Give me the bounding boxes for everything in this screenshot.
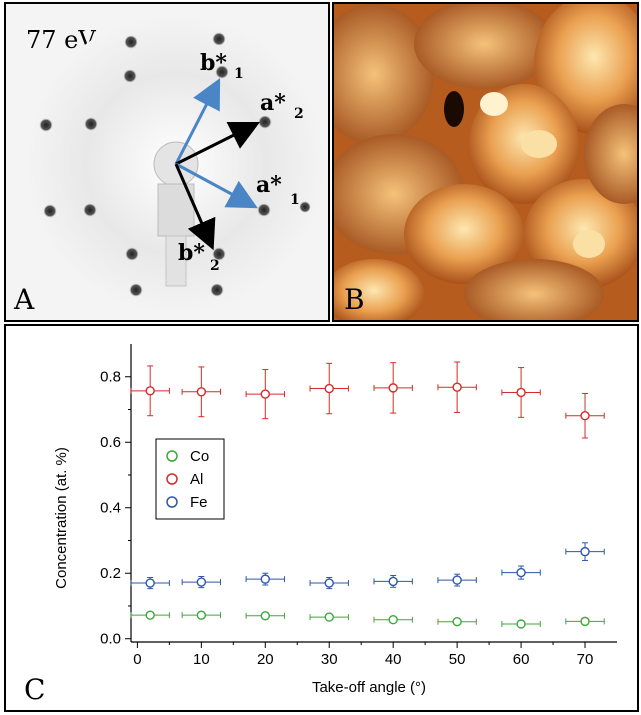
concentration-chart-panel: 0 10 20 30 40 50 60 70 0.0 0.2 0.4 0.6 0.8 Concentra… — [4, 324, 639, 712]
b1-vector-arrow — [174, 77, 221, 165]
data-point — [196, 387, 207, 397]
diffraction-spots — [39, 32, 311, 297]
series-co — [130, 610, 605, 629]
svg-text:b*: b* — [200, 50, 227, 76]
chart-legend: Co Al Fe — [155, 438, 225, 520]
legend-marker-al — [166, 473, 178, 485]
legend-marker-co — [166, 450, 178, 462]
data-point — [516, 619, 526, 629]
data-point — [145, 386, 155, 396]
x-axis-title: Take-off angle (°) — [312, 679, 426, 696]
stm-image-panel: B — [332, 2, 639, 322]
panel-letter-b: B — [344, 283, 365, 316]
data-point — [260, 611, 270, 621]
data-point — [324, 612, 334, 622]
concentration-chart: 0 10 20 30 40 50 60 70 0.0 0.2 0.4 0.6 0.8 Concentra… — [53, 344, 617, 696]
vector-label-b1: b* 1 — [200, 50, 244, 82]
vector-label-a2: a* 2 — [260, 90, 304, 122]
b2-vector-arrow — [174, 163, 216, 251]
x-tick-label: 10 — [193, 651, 210, 668]
data-point — [452, 382, 462, 392]
svg-text:a*: a* — [260, 90, 286, 116]
data-point — [388, 615, 398, 625]
x-tick-label: 20 — [257, 651, 274, 668]
data-point — [145, 578, 155, 588]
series-al — [130, 361, 605, 439]
chart-marks — [130, 361, 605, 629]
y-axis-title: Concentration (at. %) — [53, 447, 70, 589]
data-point — [516, 567, 526, 578]
y-tick-label: 0.8 — [100, 369, 121, 386]
y-tick-label: 0.0 — [100, 631, 121, 648]
x-tick-label: 0 — [133, 651, 141, 668]
data-point — [196, 577, 207, 587]
svg-text:2: 2 — [294, 106, 304, 122]
legend-label-co: Co — [190, 448, 209, 465]
legend-label-al: Al — [190, 471, 203, 488]
data-point — [580, 546, 590, 557]
y-tick-label: 0.6 — [100, 434, 121, 451]
stm-topography-image — [334, 4, 637, 320]
x-tick-label: 70 — [577, 651, 594, 668]
svg-text:b*: b* — [178, 240, 205, 266]
data-point — [145, 610, 155, 620]
legend-label-fe: Fe — [190, 494, 208, 511]
x-tick-label: 60 — [513, 651, 530, 668]
svg-text:a*: a* — [256, 172, 282, 198]
y-tick-label: 0.4 — [100, 500, 121, 517]
vector-label-b2: b* 2 — [178, 240, 220, 274]
svg-text:1: 1 — [290, 192, 300, 208]
leed-pattern-panel: 77 eV — [4, 2, 330, 322]
y-tick-label: 0.2 — [100, 565, 121, 582]
svg-text:1: 1 — [234, 66, 244, 82]
panel-letter-c: C — [24, 673, 46, 706]
panel-letter-a: A — [14, 283, 35, 316]
a1-vector-arrow — [175, 162, 258, 209]
data-point — [388, 383, 398, 393]
data-point — [260, 389, 270, 399]
series-fe — [130, 542, 605, 590]
vector-label-a1: a* 1 — [256, 172, 300, 208]
svg-text:2: 2 — [210, 258, 220, 274]
chart-axes: 0 10 20 30 40 50 60 70 0.0 0.2 0.4 0.6 0.8 — [100, 344, 617, 668]
x-tick-label: 40 — [385, 651, 402, 668]
data-point — [452, 616, 462, 627]
data-point — [388, 576, 398, 587]
data-point — [260, 574, 270, 584]
data-point — [580, 411, 590, 421]
data-point — [196, 610, 207, 620]
a2-vector-arrow — [175, 121, 261, 166]
data-point — [324, 383, 334, 394]
legend-marker-fe — [166, 496, 178, 508]
x-tick-label: 30 — [321, 651, 338, 668]
x-tick-label: 50 — [449, 651, 466, 668]
data-point — [452, 575, 462, 585]
data-point — [324, 578, 334, 588]
data-point — [516, 387, 526, 398]
leed-pattern-image: b* 1 a* 2 a* 1 b* 2 — [26, 14, 326, 314]
data-point — [580, 616, 590, 627]
